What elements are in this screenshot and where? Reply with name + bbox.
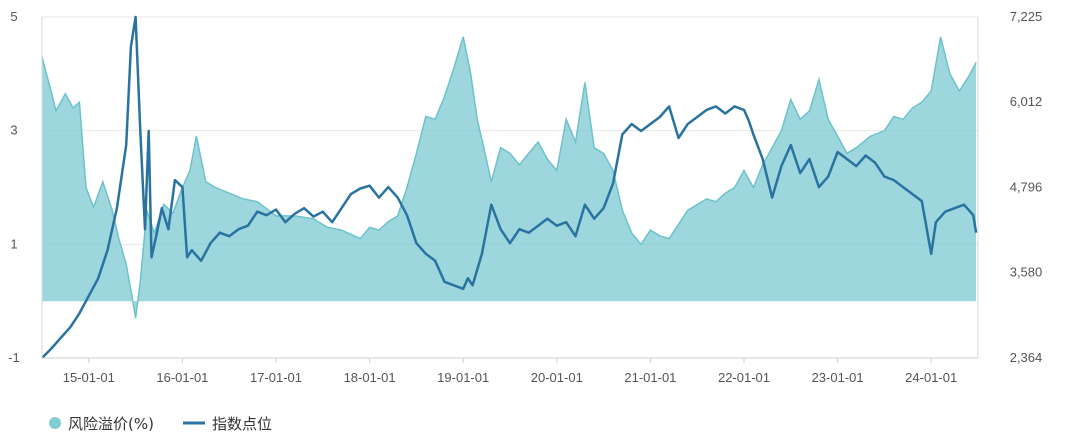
x-tick-label: 15-01-01 [63,370,115,385]
legend-label-risk-premium: 风险溢价(%) [68,415,154,433]
line-index [41,15,978,359]
y-right-tick-label: 4,796 [1010,179,1043,194]
x-tick-label: 20-01-01 [531,370,583,385]
legend[interactable]: 风险溢价(%) 指数点位 [49,415,272,433]
x-tick-label: 19-01-01 [437,370,489,385]
legend-label-index: 指数点位 [212,415,272,433]
y-left-tick-label: 5 [10,9,17,24]
area-fill-risk-premium [42,36,977,319]
x-tick-label: 23-01-01 [812,370,864,385]
tick-labels: -1 1 3 5 2,364 3,580 4,796 6,012 7,225 15-01-01 16… [8,9,1042,385]
y-right-tick-label: 7,225 [1010,9,1043,24]
x-tick-label: 21-01-01 [624,370,676,385]
y-left-tick-label: 1 [10,236,17,251]
series-line-index [41,15,978,359]
legend-item-risk-premium[interactable]: 风险溢价(%) [49,415,154,433]
y-left-tick-label: -1 [8,350,20,365]
axes [41,17,979,363]
x-tick-label: 22-01-01 [718,370,770,385]
area-edge-risk-premium [41,36,977,319]
x-tick-label: 18-01-01 [344,370,396,385]
y-right-tick-label: 2,364 [1010,350,1043,365]
x-tick-label: 17-01-01 [250,370,302,385]
legend-item-index[interactable]: 指数点位 [183,415,272,433]
legend-swatch-risk-premium [49,417,61,429]
y-right-tick-label: 3,580 [1010,265,1043,280]
x-tick-label: 16-01-01 [156,370,208,385]
y-right-tick-label: 6,012 [1010,94,1043,109]
x-tick-label: 24-01-01 [905,370,957,385]
y-left-tick-label: 3 [10,123,17,138]
series-area-risk-premium [41,36,977,319]
